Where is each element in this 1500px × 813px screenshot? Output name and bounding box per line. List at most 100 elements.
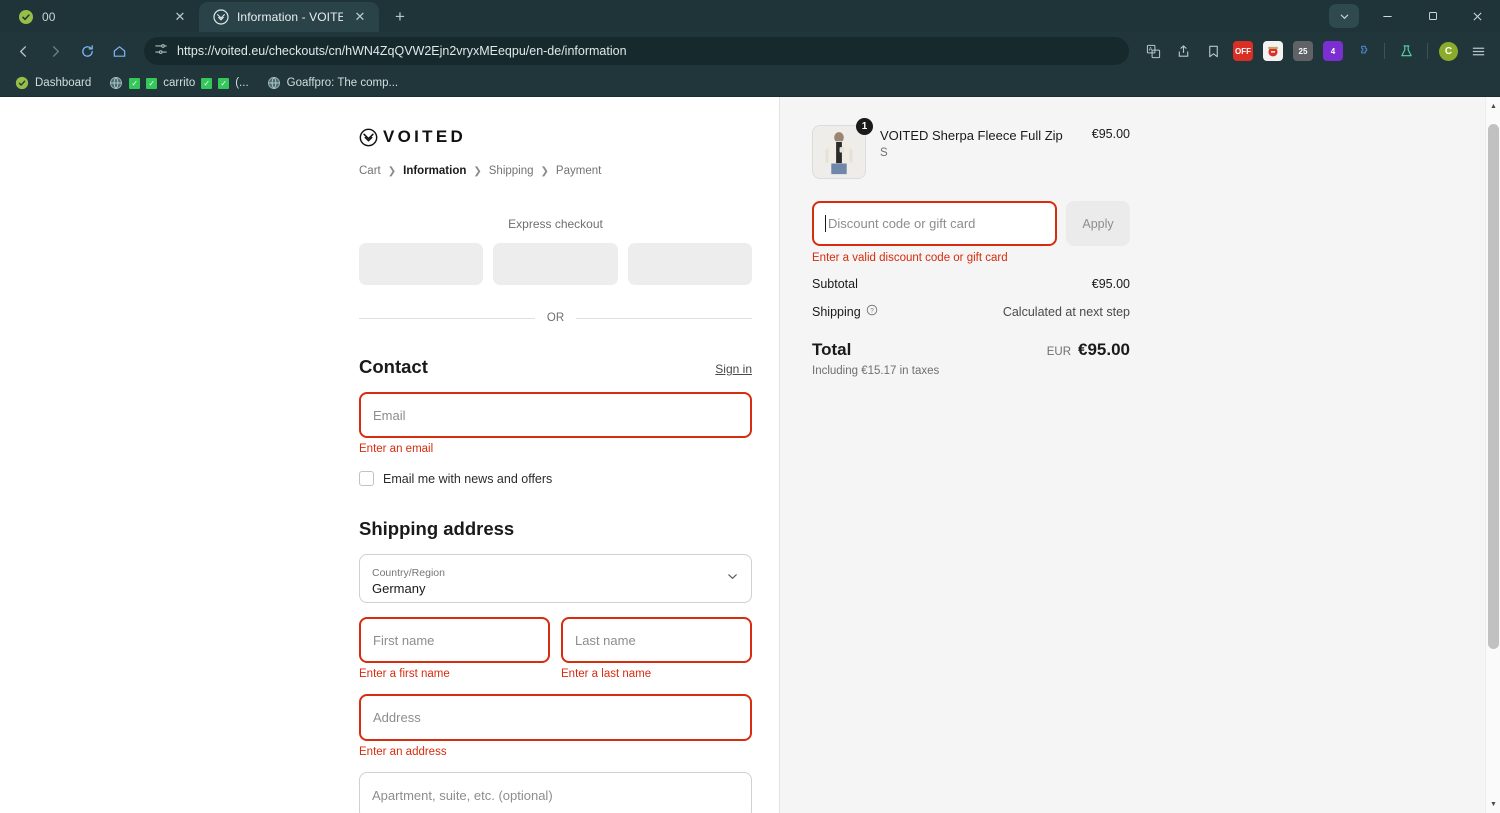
voited-icon [213,9,229,25]
product-thumbnail-wrap: 1 [812,118,873,179]
contact-title: Contact [359,356,428,377]
flask-extension[interactable] [1396,41,1416,61]
forward-arrow-icon[interactable] [40,36,70,66]
name-row: First name Enter a first name Last name … [359,617,752,680]
close-icon[interactable] [1455,0,1500,32]
checkout-form-pane: VOITED Cart ❯ Information ❯ Shipping ❯ P… [0,97,780,813]
address-bar[interactable]: https://voited.eu/checkouts/cn/hWN4ZqQVW… [144,37,1129,65]
translate-icon[interactable]: A [1139,37,1167,65]
new-tab-button[interactable]: + [395,7,405,26]
bookmark-star-icon[interactable] [1199,37,1227,65]
share-icon[interactable] [1169,37,1197,65]
bookmark-carrito[interactable]: ✓ ✓ carrito ✓ ✓ (... [102,73,255,93]
email-field[interactable]: Email [359,392,752,438]
window-controls [1329,0,1500,32]
divider-line [359,317,535,319]
last-name-placeholder: Last name [575,632,636,648]
back-arrow-icon[interactable] [8,36,38,66]
address-error: Enter an address [359,746,447,758]
line-item: 1 VOITED Sherpa Fleece Full Zip S €95.00 [812,118,1130,179]
last-name-error: Enter a last name [561,668,652,680]
monkey-extension[interactable]: 4 [1323,41,1343,61]
tab-information-voited[interactable]: Information - VOITED EU - Che ✕ [199,2,379,32]
scroll-down-arrow-icon[interactable]: ▼ [1490,800,1497,808]
puzzle-extension[interactable] [1353,41,1373,61]
toolbar-divider [1384,43,1385,59]
last-name-field[interactable]: Last name [561,617,752,663]
discount-input[interactable]: Discount code or gift card [812,201,1057,246]
bookmark-label: carrito [163,77,196,89]
newsletter-label: Email me with news and offers [383,471,553,486]
breadcrumb-cart[interactable]: Cart [359,165,381,177]
chevron-right-icon: ❯ [387,165,397,177]
profile-avatar[interactable]: C [1439,41,1458,61]
shipping-section-header: Shipping address [359,518,752,540]
address-field[interactable]: Address [359,694,752,741]
first-name-error: Enter a first name [359,668,450,680]
express-pay-button-3[interactable] [627,243,752,285]
discount-placeholder: Discount code or gift card [828,216,976,231]
shipping-address-title: Shipping address [359,518,515,539]
text-caret [825,215,826,232]
shipping-label-group: Shipping ? [812,304,878,319]
country-label: Country/Region [372,567,445,579]
tab-00[interactable]: 00 ✕ [4,2,199,32]
product-title: VOITED Sherpa Fleece Full Zip [880,128,1063,143]
country-region-select[interactable]: Country/Region Germany [359,554,752,603]
breadcrumb-shipping[interactable]: Shipping [488,165,534,177]
apartment-field[interactable]: Apartment, suite, etc. (optional) [359,772,752,813]
total-value: €95.00 [1078,340,1130,359]
url-text: https://voited.eu/checkouts/cn/hWN4ZqQVW… [177,44,627,58]
page-scrollbar[interactable]: ▲ ▼ [1485,97,1500,813]
apply-discount-button[interactable]: Apply [1066,201,1130,246]
subtotal-row: Subtotal €95.00 [812,277,1130,291]
minimize-icon[interactable] [1365,0,1410,32]
toolbar-icons: A OFF 25 4 [1139,37,1492,65]
total-row: Total EUR €95.00 [812,340,1130,360]
hamburger-menu-icon[interactable] [1464,37,1492,65]
chevron-right-icon: ❯ [473,165,482,177]
voited-owl-icon [359,128,378,147]
bookmark-dashboard[interactable]: Dashboard [8,73,98,93]
express-pay-button-2[interactable] [493,243,618,285]
country-value: Germany [372,581,426,596]
tax-note: Including €15.17 in taxes [812,365,940,377]
maximize-icon[interactable] [1410,0,1455,32]
counter-extension[interactable]: 25 [1293,41,1313,61]
express-checkout-buttons [359,243,752,285]
scrollbar-thumb[interactable] [1488,124,1499,649]
cookie-blocker-extension[interactable] [1263,41,1283,61]
reload-icon[interactable] [72,36,102,66]
total-amount-group: EUR €95.00 [1047,340,1130,360]
express-pay-button-1[interactable] [359,243,484,285]
close-icon[interactable]: ✕ [174,9,186,24]
brand-logo[interactable]: VOITED [359,127,752,147]
discount-error: Enter a valid discount code or gift card [812,252,1008,264]
adblock-off-extension[interactable]: OFF [1233,41,1253,61]
quantity-badge: 1 [856,118,873,135]
site-settings-icon[interactable] [154,42,168,61]
bookmark-goaffpro[interactable]: Goaffpro: The comp... [260,73,405,93]
email-error: Enter an email [359,443,434,455]
discount-row: Discount code or gift card Apply [812,201,1130,246]
or-divider: OR [359,312,752,324]
tab-title: 00 [42,10,56,24]
newsletter-checkbox-row[interactable]: Email me with news and offers [359,471,752,486]
home-icon[interactable] [104,36,134,66]
close-icon[interactable]: ✕ [354,9,366,24]
newsletter-checkbox[interactable] [359,471,374,486]
first-name-field[interactable]: First name [359,617,550,663]
check-glyph: ✓ [201,77,213,89]
scroll-up-arrow-icon[interactable]: ▲ [1490,102,1497,110]
question-mark-icon[interactable]: ? [866,304,878,319]
apartment-placeholder: Apartment, suite, etc. (optional) [372,788,553,803]
order-summary-pane: 1 VOITED Sherpa Fleece Full Zip S €95.00… [780,97,1500,813]
check-glyph: ✓ [129,77,141,89]
bookmark-label: Dashboard [35,77,92,89]
sign-in-link[interactable]: Sign in [715,362,752,376]
chevron-down-icon[interactable] [1329,4,1359,28]
breadcrumb-information[interactable]: Information [403,165,467,177]
breadcrumb-payment[interactable]: Payment [555,165,602,177]
svg-text:?: ? [870,308,874,315]
